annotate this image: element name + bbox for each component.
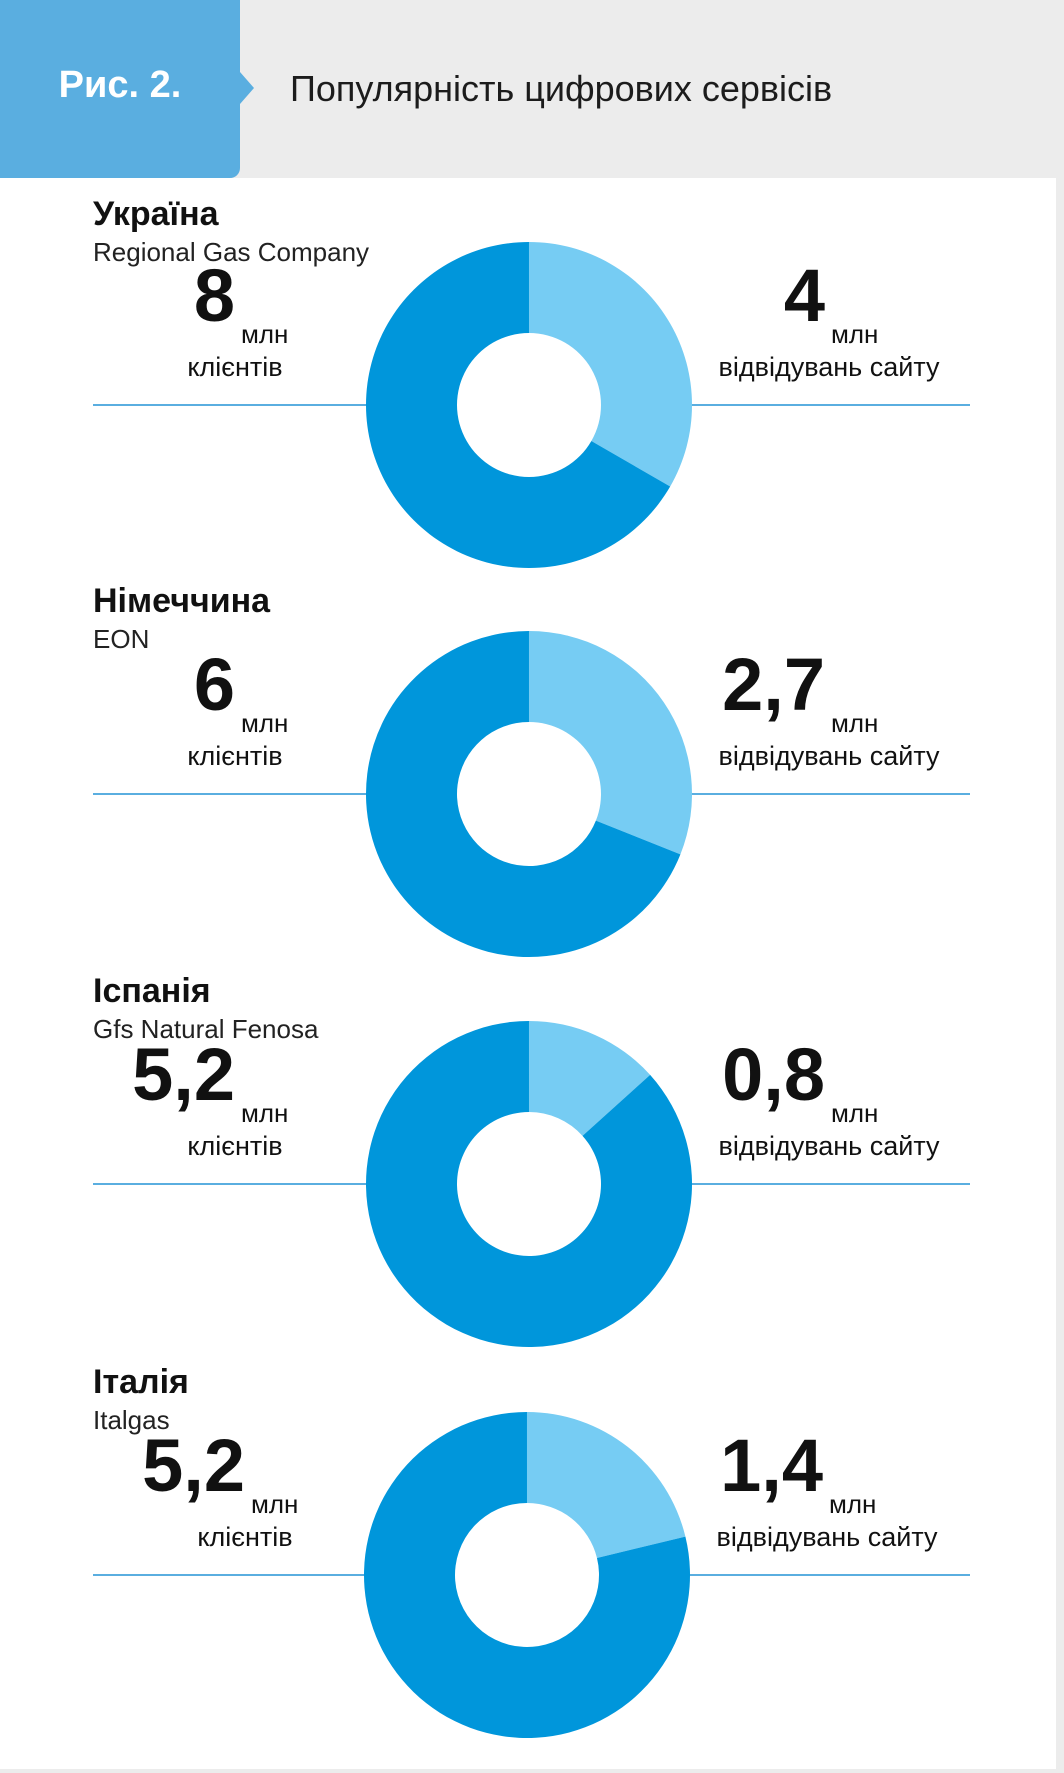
country-title: Іспанія	[93, 972, 211, 1010]
clients-caption: клієнтів	[187, 1131, 282, 1161]
country-title: Італія	[93, 1363, 189, 1401]
figure-frame	[0, 178, 1064, 1773]
clients-caption: клієнтів	[197, 1522, 292, 1552]
company-name: Gfs Natural Fenosa	[93, 1014, 319, 1044]
visits-value: 1,4	[720, 1424, 823, 1507]
clients-caption: клієнтів	[187, 741, 282, 771]
visits-caption: відвідувань сайту	[717, 1522, 938, 1552]
clients-caption: клієнтів	[187, 352, 282, 382]
company-name: Regional Gas Company	[93, 237, 369, 267]
visits-unit: млн	[831, 1098, 878, 1128]
visits-unit: млн	[829, 1489, 876, 1519]
clients-unit: млн	[241, 319, 288, 349]
visits-slice	[529, 242, 693, 487]
visits-caption: відвідувань сайту	[719, 741, 940, 771]
visits-value: 0,8	[722, 1033, 825, 1116]
visits-value: 4	[784, 254, 825, 337]
clients-unit: млн	[251, 1489, 298, 1519]
clients-value: 5,2	[142, 1424, 245, 1507]
clients-slice	[365, 631, 681, 957]
visits-slice	[529, 1021, 651, 1136]
visits-slice	[529, 631, 693, 855]
visits-caption: відвідувань сайту	[719, 352, 940, 382]
figure-tab-arrow	[240, 72, 254, 104]
figure-label: Рис. 2.	[58, 64, 182, 106]
company-name: Italgas	[93, 1405, 170, 1435]
company-name: EON	[93, 624, 149, 654]
clients-slice	[364, 1412, 690, 1738]
visits-unit: млн	[831, 708, 878, 738]
clients-value: 8	[194, 254, 235, 337]
visits-caption: відвідувань сайту	[719, 1131, 940, 1161]
clients-value: 6	[194, 643, 235, 726]
figure-title: Популярність цифрових сервісів	[290, 68, 833, 109]
visits-unit: млн	[831, 319, 878, 349]
clients-slice	[366, 1021, 692, 1347]
visits-value: 2,7	[722, 643, 825, 726]
clients-unit: млн	[241, 1098, 288, 1128]
clients-slice	[366, 242, 671, 568]
visits-slice	[527, 1412, 686, 1559]
clients-value: 5,2	[132, 1033, 235, 1116]
country-title: Україна	[93, 195, 220, 233]
clients-unit: млн	[241, 708, 288, 738]
country-title: Німеччина	[93, 582, 271, 620]
figure-tab	[0, 0, 240, 178]
